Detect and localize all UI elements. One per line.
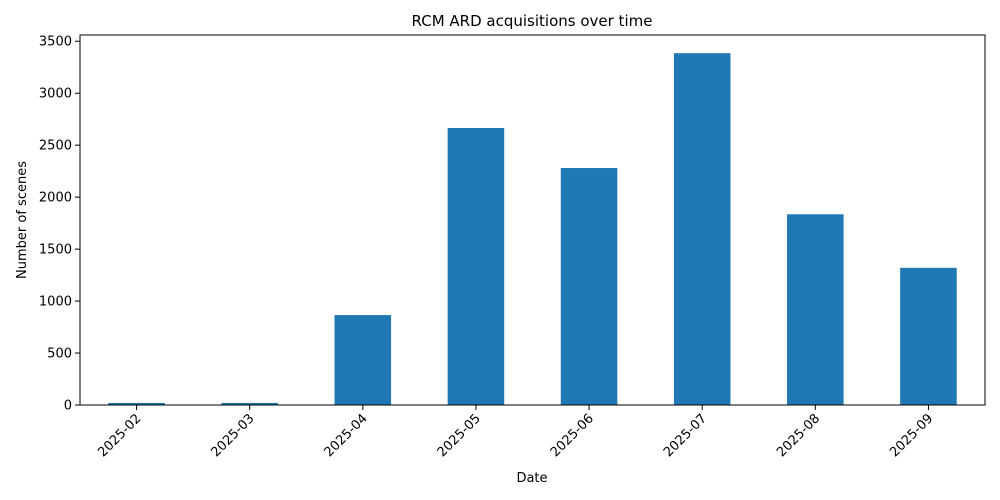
plot-frame: [79, 34, 986, 406]
x-tick-label: 2025-04: [322, 411, 371, 460]
x-tick-label: 2025-07: [661, 411, 710, 460]
y-tick-label: 1000: [39, 295, 72, 310]
bars-group: [108, 53, 957, 406]
x-axis: 2025-02 2025-03 2025-04 2025-05 2025-06 2025-…: [95, 405, 936, 460]
bar-2025-04: [334, 315, 392, 405]
x-tick-label: 2025-09: [887, 411, 936, 460]
bar-2025-02: [108, 402, 165, 405]
bar-2025-06: [560, 168, 618, 405]
x-tick-label: 2025-02: [95, 411, 144, 460]
y-tick-label: 3000: [39, 87, 72, 102]
y-axis-title: Number of scenes: [15, 161, 30, 279]
y-tick-label: 0: [64, 399, 72, 414]
y-tick-label: 2500: [39, 139, 72, 154]
x-tick-label: 2025-03: [208, 411, 257, 460]
y-tick-label: 1500: [39, 243, 72, 258]
x-tick-label: 2025-05: [435, 411, 484, 460]
bar-2025-05: [447, 128, 505, 406]
y-tick-label: 2000: [39, 191, 72, 206]
chart-title: RCM ARD acquisitions over time: [412, 12, 653, 30]
x-axis-title: Date: [516, 471, 547, 486]
bar-2025-09: [900, 267, 957, 405]
y-tick-label: 3500: [39, 35, 72, 50]
bar-2025-07: [673, 53, 731, 405]
x-tick-label: 2025-08: [774, 411, 823, 460]
bar-2025-08: [787, 214, 844, 405]
x-tick-label: 2025-06: [548, 411, 597, 460]
y-tick-label: 500: [47, 347, 72, 362]
y-axis: 0 500 1000 1500 2000 2500 3000 3500: [39, 35, 80, 414]
bar-2025-03: [221, 402, 278, 405]
